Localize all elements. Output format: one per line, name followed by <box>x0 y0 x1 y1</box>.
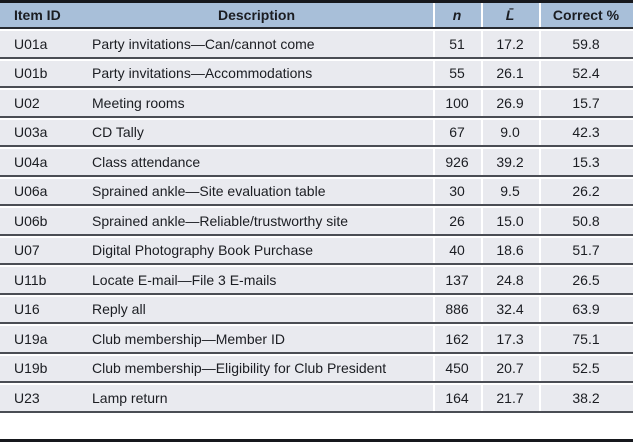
cell-n: 100 <box>433 90 481 116</box>
table-row: U11b Locate E-mail—File 3 E-mails 137 24.8 2… <box>0 267 633 295</box>
cell-l-bar: 32.4 <box>481 297 539 323</box>
table-row: U16 Reply all 886 32.4 63.9 <box>0 296 633 324</box>
header-cell-l-bar: L̄ <box>481 3 539 27</box>
cell-item-id: U07 <box>14 242 40 259</box>
header-cell-item-id: Item ID <box>14 7 61 23</box>
cell-correct-pct: 75.1 <box>539 326 633 352</box>
table-row: U06a Sprained ankle—Site evaluation table… <box>0 178 633 206</box>
table-row: U06b Sprained ankle—Reliable/trustworthy … <box>0 208 633 236</box>
cell-correct-pct: 50.8 <box>539 208 633 234</box>
cell-description: Reply all <box>92 301 146 318</box>
cell-l-bar: 17.3 <box>481 326 539 352</box>
cell-l-bar: 15.0 <box>481 208 539 234</box>
cell-description: Locate E-mail—File 3 E-mails <box>92 271 277 288</box>
cell-description: Party invitations—Accommodations <box>92 65 313 82</box>
cell-item-id: U11b <box>14 271 47 288</box>
table-row: U03a CD Tally 67 9.0 42.3 <box>0 119 633 147</box>
cell-item-id: U03a <box>14 124 48 141</box>
cell-n: 30 <box>433 179 481 205</box>
table-row: U19b Club membership—Eligibility for Club… <box>0 355 633 383</box>
cell-l-bar: 9.5 <box>481 179 539 205</box>
table-row: U01a Party invitations—Can/cannot come 51 1… <box>0 31 633 59</box>
cell-l-bar: 24.8 <box>481 267 539 293</box>
cell-l-bar: 20.7 <box>481 356 539 382</box>
cell-item-id: U23 <box>14 389 40 406</box>
cell-l-bar: 26.9 <box>481 90 539 116</box>
cell-item-id: U01b <box>14 65 48 82</box>
cell-item-id: U01a <box>14 35 48 52</box>
cell-description: Club membership—Member ID <box>92 330 285 347</box>
table-row: U23 Lamp return 164 21.7 38.2 <box>0 385 633 413</box>
cell-correct-pct: 42.3 <box>539 120 633 146</box>
cell-l-bar: 9.0 <box>481 120 539 146</box>
cell-correct-pct: 15.3 <box>539 149 633 175</box>
cell-description: Sprained ankle—Site evaluation table <box>92 183 326 200</box>
cell-correct-pct: 51.7 <box>539 238 633 264</box>
cell-l-bar: 17.2 <box>481 31 539 57</box>
cell-item-id: U06a <box>14 183 48 200</box>
table-row: U02 Meeting rooms 100 26.9 15.7 <box>0 90 633 118</box>
cell-item-id: U06b <box>14 212 48 229</box>
cell-n: 55 <box>433 61 481 87</box>
cell-n: 40 <box>433 238 481 264</box>
cell-n: 450 <box>433 356 481 382</box>
cell-n: 886 <box>433 297 481 323</box>
cell-description: Party invitations—Can/cannot come <box>92 35 315 52</box>
cell-l-bar: 26.1 <box>481 61 539 87</box>
cell-correct-pct: 38.2 <box>539 385 633 411</box>
cell-l-bar: 21.7 <box>481 385 539 411</box>
cell-n: 926 <box>433 149 481 175</box>
table-row: U07 Digital Photography Book Purchase 40 18… <box>0 237 633 265</box>
table-row: U19a Club membership—Member ID 162 17.3 75.1 <box>0 326 633 354</box>
cell-item-id: U04a <box>14 153 48 170</box>
table-body: U01a Party invitations—Can/cannot come 51 1… <box>0 31 633 413</box>
header-cell-correct-pct: Correct % <box>539 3 633 27</box>
cell-l-bar: 18.6 <box>481 238 539 264</box>
cell-item-id: U19a <box>14 330 48 347</box>
table-row: U01b Party invitations—Accommodations 55 26… <box>0 60 633 88</box>
cell-description: Sprained ankle—Reliable/trustworthy site <box>92 212 349 229</box>
cell-correct-pct: 59.8 <box>539 31 633 57</box>
cell-correct-pct: 52.4 <box>539 61 633 87</box>
cell-description: Digital Photography Book Purchase <box>92 242 314 259</box>
cell-description: Lamp return <box>92 389 168 406</box>
cell-n: 164 <box>433 385 481 411</box>
cell-l-bar: 39.2 <box>481 149 539 175</box>
header-cell-n: n <box>433 3 481 27</box>
cell-correct-pct: 63.9 <box>539 297 633 323</box>
cell-correct-pct: 26.5 <box>539 267 633 293</box>
cell-n: 26 <box>433 208 481 234</box>
header-cell-description: Description <box>217 7 295 23</box>
cell-item-id: U16 <box>14 301 40 318</box>
cell-n: 137 <box>433 267 481 293</box>
cell-correct-pct: 52.5 <box>539 356 633 382</box>
cell-correct-pct: 26.2 <box>539 179 633 205</box>
table-row: U04a Class attendance 926 39.2 15.3 <box>0 149 633 177</box>
cell-item-id: U02 <box>14 94 40 111</box>
cell-description: Class attendance <box>92 153 201 170</box>
cell-n: 67 <box>433 120 481 146</box>
cell-correct-pct: 15.7 <box>539 90 633 116</box>
cell-description: Meeting rooms <box>92 94 185 111</box>
cell-n: 162 <box>433 326 481 352</box>
cell-description: CD Tally <box>92 124 144 141</box>
cell-n: 51 <box>433 31 481 57</box>
cell-item-id: U19b <box>14 360 48 377</box>
cell-description: Club membership—Eligibility for Club Pre… <box>92 360 387 377</box>
table-header-row: Item ID Description n L̄ Correct % <box>0 3 633 29</box>
